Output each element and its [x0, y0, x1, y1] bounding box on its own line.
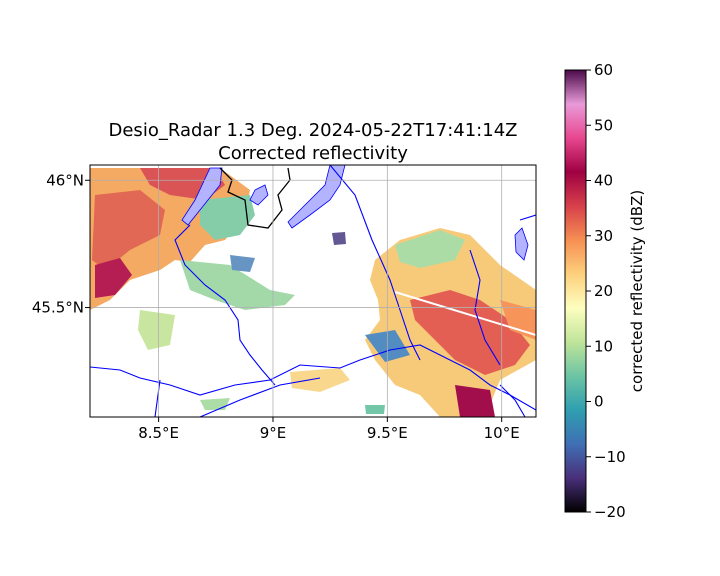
- colorbar-tick-label: 30: [594, 227, 613, 245]
- river-south: [199, 377, 321, 417]
- beam-artifact: [394, 291, 536, 336]
- echo-east-north: [395, 230, 465, 268]
- river-adda: [329, 165, 421, 361]
- river-ticino: [174, 224, 276, 386]
- lon-tick-label: 8.5°E: [138, 424, 179, 442]
- echo-east-intense: [455, 385, 495, 417]
- lon-tick-label: 9°E: [260, 424, 287, 442]
- figure-subtitle: Corrected reflectivity: [218, 143, 408, 164]
- echo-west-core: [92, 190, 165, 270]
- lake-maggiore: [181, 167, 223, 226]
- echo-scatter-south2: [200, 398, 230, 410]
- echo-east-far: [500, 300, 536, 340]
- colorbar-gradient: [564, 69, 587, 513]
- rivers: [90, 165, 536, 417]
- lat-tick-label: 45.5°N: [32, 299, 84, 317]
- lon-tick-label: 9.5°E: [367, 424, 408, 442]
- colorbar-tick-label: 20: [594, 282, 613, 300]
- echo-central-band: [180, 260, 295, 310]
- lon-tick-label: 10°E: [484, 424, 520, 442]
- echo-small-cell2: [365, 405, 385, 414]
- colorbar-ticks: 60 50 40 30 20 10 0 −10 −20: [586, 61, 626, 521]
- map-frame: [89, 164, 537, 418]
- figure-title: Desio_Radar 1.3 Deg. 2024-05-22T17:41:14…: [108, 120, 518, 141]
- colorbar-tick-label: 0: [594, 393, 604, 411]
- border-switzerland: [219, 167, 291, 229]
- colorbar-tick-label: 60: [594, 61, 613, 79]
- river-sesia: [154, 379, 161, 417]
- graticule: [90, 165, 536, 417]
- echo-scatter-south: [290, 368, 350, 392]
- lake-como: [287, 165, 346, 229]
- echo-west-intense: [95, 258, 132, 298]
- lat-tick-label: 46°N: [46, 171, 84, 189]
- colorbar-label: corrected reflectivity (dBZ): [628, 190, 646, 392]
- colorbar: 60 50 40 30 20 10 0 −10 −20 corrected reflectivi…: [564, 61, 646, 521]
- river-oglio-south: [469, 249, 501, 366]
- river-east-south: [499, 384, 526, 417]
- colorbar-tick-label: 40: [594, 172, 613, 190]
- map-area: [90, 165, 536, 417]
- colorbar-tick-label: 10: [594, 337, 613, 355]
- colorbar-tick-label: −10: [594, 448, 626, 466]
- colorbar-tick-label: −20: [594, 503, 626, 521]
- echo-central-small: [230, 255, 255, 272]
- echo-small-cell: [332, 232, 346, 245]
- echo-small-southwest: [138, 310, 175, 350]
- echo-east-core: [410, 290, 530, 375]
- axis-labels: 8.5°E 9°E 9.5°E 10°E 46°N 45.5°N: [32, 171, 520, 442]
- lakes: [181, 165, 529, 261]
- lake-lugano: [249, 184, 269, 206]
- echo-green-edge: [200, 195, 255, 240]
- colorbar-tick-label: 50: [594, 116, 613, 134]
- river-oglio: [519, 214, 536, 221]
- lake-iseo: [514, 227, 529, 261]
